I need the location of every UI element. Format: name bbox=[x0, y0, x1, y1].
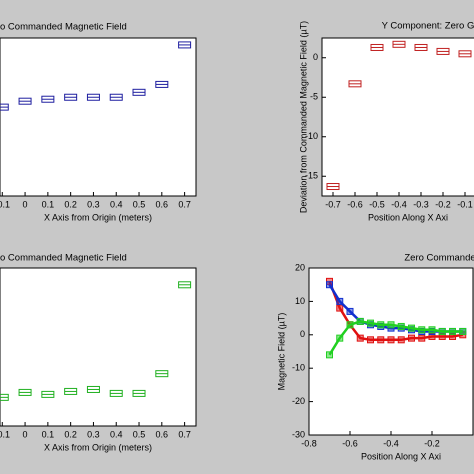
x-tick-label: 0.5 bbox=[133, 199, 146, 209]
subplot-title: o Commanded Magnetic Field bbox=[0, 253, 127, 264]
marker bbox=[377, 336, 385, 344]
x-tick-label: 0.3 bbox=[87, 429, 100, 439]
x-tick-label: -0.8 bbox=[301, 438, 317, 448]
subplot-title: Y Component: Zero G bbox=[382, 21, 474, 32]
marker bbox=[387, 321, 395, 329]
x-tick-label: -0.6 bbox=[347, 199, 363, 209]
y-tick-label: 0 bbox=[300, 329, 305, 339]
x-tick-label: 0.1 bbox=[42, 199, 55, 209]
x-tick-label: 0.6 bbox=[156, 429, 169, 439]
plot-area bbox=[0, 267, 197, 427]
marker bbox=[326, 351, 333, 359]
y-axis-label: Magnetic Field (µT) bbox=[276, 313, 286, 391]
marker bbox=[428, 326, 436, 334]
marker bbox=[408, 324, 415, 332]
x-tick-label: -0.7 bbox=[325, 199, 341, 209]
subplot: o Commanded Magnetic Field X Axis from Or… bbox=[0, 253, 197, 452]
x-axis-label: X Axis from Origin (meters) bbox=[44, 212, 152, 222]
y-tick-label: 20 bbox=[295, 262, 305, 272]
x-tick-label: -0.3 bbox=[413, 199, 429, 209]
y-tick-label: 10 bbox=[295, 296, 305, 306]
subplot-title: o Commanded Magnetic Field bbox=[0, 22, 127, 33]
x-axis-label: Position Along X Axi bbox=[368, 212, 448, 222]
y-tick-label: -15 bbox=[305, 171, 318, 181]
marker bbox=[356, 317, 364, 325]
subplot-title: Zero Commande bbox=[404, 253, 474, 264]
marker bbox=[336, 334, 344, 342]
marker bbox=[387, 336, 395, 344]
x-tick-label: 0.4 bbox=[110, 199, 123, 209]
x-tick-label: 0.3 bbox=[87, 199, 100, 209]
x-tick-label: 0.1 bbox=[42, 429, 55, 439]
x-tick-label: 0.4 bbox=[110, 429, 123, 439]
x-tick-label: -0.5 bbox=[369, 199, 385, 209]
x-tick-label: 0.7 bbox=[178, 429, 191, 439]
x-tick-label: -0.2 bbox=[424, 438, 440, 448]
y-tick-label: -10 bbox=[305, 131, 318, 141]
plot-area bbox=[0, 37, 197, 197]
x-axis-label: Position Along X Axi bbox=[361, 451, 441, 461]
marker bbox=[408, 334, 415, 342]
y-tick-label: -20 bbox=[292, 396, 305, 406]
marker bbox=[438, 327, 446, 335]
x-tick-label: -0.4 bbox=[383, 438, 399, 448]
marker bbox=[336, 304, 344, 312]
marker bbox=[367, 336, 374, 344]
marker bbox=[459, 327, 467, 335]
marker bbox=[449, 327, 456, 335]
marker bbox=[356, 334, 364, 342]
plot-area bbox=[321, 37, 474, 197]
marker bbox=[418, 334, 426, 342]
x-tick-label: 0.7 bbox=[178, 199, 191, 209]
marker bbox=[326, 281, 333, 289]
marker bbox=[346, 307, 354, 315]
x-tick-label: -0.6 bbox=[342, 438, 358, 448]
x-tick-label: 0.6 bbox=[156, 199, 169, 209]
marker bbox=[367, 319, 374, 327]
x-tick-label: 0.2 bbox=[64, 199, 77, 209]
y-tick-label: 0 bbox=[313, 52, 318, 62]
subplot: Y Component: Zero G Position Along X Axi D… bbox=[298, 21, 474, 222]
x-tick-label: -0.1 bbox=[0, 199, 10, 209]
x-tick-label: 0.5 bbox=[133, 429, 146, 439]
marker bbox=[418, 326, 426, 334]
x-tick-label: 0.2 bbox=[64, 429, 77, 439]
marker bbox=[397, 336, 405, 344]
marker bbox=[336, 297, 344, 305]
subplot: o Commanded Magnetic Field X Axis from Or… bbox=[0, 22, 197, 222]
x-axis-label: X Axis from Origin (meters) bbox=[44, 442, 152, 452]
y-tick-label: -10 bbox=[292, 363, 305, 373]
y-tick-label: -30 bbox=[292, 429, 305, 439]
marker bbox=[397, 322, 405, 330]
x-tick-label: -0.1 bbox=[457, 199, 473, 209]
x-tick-label: 0 bbox=[23, 199, 28, 209]
y-tick-label: -5 bbox=[310, 92, 318, 102]
x-tick-label: -0.1 bbox=[0, 429, 10, 439]
x-tick-label: -0.2 bbox=[435, 199, 451, 209]
marker bbox=[377, 321, 385, 329]
y-axis-label: Deviation from Commanded Magnetic Field … bbox=[298, 21, 308, 213]
x-tick-label: -0.4 bbox=[391, 199, 407, 209]
x-tick-label: 0 bbox=[23, 429, 28, 439]
marker bbox=[346, 321, 354, 329]
subplot: Zero Commande Position Along X Axi Magneti… bbox=[276, 253, 474, 462]
